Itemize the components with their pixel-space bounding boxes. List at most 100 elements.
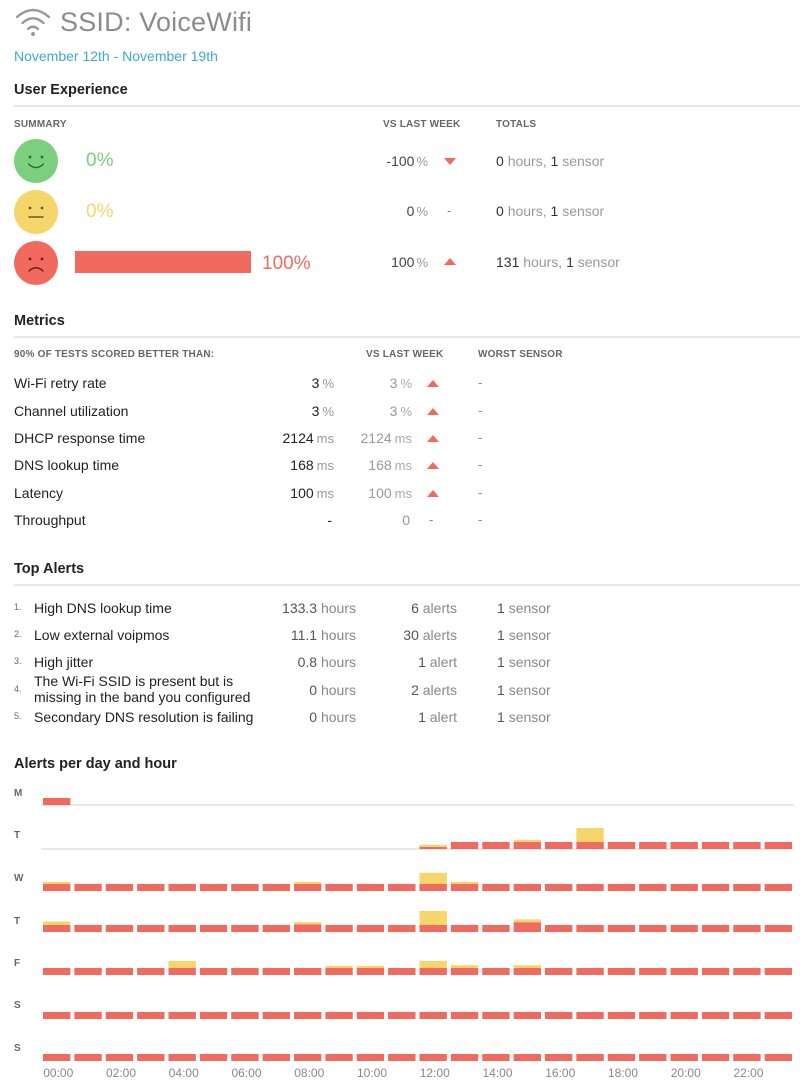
x-tick-label: 12:00 bbox=[420, 1066, 450, 1080]
bad-alert-bar bbox=[74, 925, 102, 932]
user-experience-title: User Experience bbox=[14, 82, 128, 98]
bad-alert-bar bbox=[231, 1012, 259, 1019]
x-tick-label: 16:00 bbox=[545, 1066, 575, 1080]
bad-alert-bar bbox=[545, 884, 573, 891]
neutral-face-icon bbox=[14, 190, 58, 234]
bad-alert-bar bbox=[764, 842, 792, 849]
bad-alert-bar bbox=[513, 842, 541, 849]
bad-alert-bar bbox=[262, 1054, 290, 1061]
bad-alert-bar bbox=[294, 968, 322, 975]
metric-value: 3% bbox=[311, 403, 334, 419]
bad-alert-bar bbox=[513, 1054, 541, 1061]
bad-alert-bar bbox=[325, 1054, 353, 1061]
alert-hours: 0.8 hours bbox=[297, 654, 356, 670]
bad-alert-bar bbox=[733, 968, 761, 975]
bad-alert-bar bbox=[450, 884, 479, 891]
alert-rank: 5. bbox=[14, 711, 22, 721]
alert-sensors: 1 sensor bbox=[497, 600, 551, 616]
alert-rank: 3. bbox=[14, 656, 22, 666]
bad-alert-bar bbox=[137, 925, 165, 932]
x-tick-label: 22:00 bbox=[733, 1066, 763, 1080]
sad-percent: 100% bbox=[262, 253, 311, 274]
bad-alert-bar bbox=[294, 884, 322, 891]
trend-up-icon bbox=[427, 490, 439, 497]
alerts-chart-title: Alerts per day and hour bbox=[14, 756, 177, 772]
bad-alert-bar bbox=[733, 884, 761, 891]
section-divider bbox=[14, 584, 800, 586]
bad-alert-bar bbox=[325, 884, 353, 891]
x-tick-label: 00:00 bbox=[43, 1066, 73, 1080]
bad-alert-bar bbox=[199, 1012, 228, 1019]
bad-alert-bar bbox=[105, 1012, 134, 1019]
day-label: S bbox=[14, 1043, 21, 1054]
vs-last-week-header: VS LAST WEEK bbox=[383, 119, 461, 130]
bad-alert-bar bbox=[576, 968, 604, 975]
bad-alert-bar bbox=[168, 1012, 196, 1019]
wifi-icon bbox=[15, 8, 51, 36]
neutral-alert-bar bbox=[43, 881, 71, 884]
x-tick-label: 02:00 bbox=[106, 1066, 136, 1080]
metrics-label-header: 90% OF TESTS SCORED BETTER THAN: bbox=[14, 349, 215, 360]
page-title: SSID: VoiceWifi bbox=[60, 6, 253, 37]
metric-value: 2124 ms bbox=[282, 430, 335, 446]
neutral-alert-bar bbox=[513, 919, 541, 923]
neutral-alert-bar bbox=[419, 872, 447, 884]
bad-alert-bar bbox=[639, 884, 667, 891]
bad-alert-bar bbox=[450, 925, 479, 932]
bad-alert-bar bbox=[482, 884, 510, 891]
happy-face-icon bbox=[14, 139, 58, 183]
metric-label: Latency bbox=[14, 485, 64, 501]
x-tick-label: 08:00 bbox=[294, 1066, 324, 1080]
neutral-alert-bar bbox=[450, 881, 479, 884]
bad-alert-bar bbox=[43, 968, 71, 975]
x-tick-label: 04:00 bbox=[169, 1066, 199, 1080]
neutral-alert-bar bbox=[43, 921, 71, 925]
bad-alert-bar bbox=[545, 842, 573, 849]
bad-alert-bar bbox=[168, 884, 196, 891]
neutral-alert-bar bbox=[294, 881, 322, 884]
day-label: M bbox=[14, 788, 22, 799]
bad-alert-bar bbox=[74, 1054, 102, 1061]
bad-alert-bar bbox=[607, 968, 636, 975]
bad-alert-bar bbox=[670, 925, 698, 932]
bad-alert-bar bbox=[764, 884, 792, 891]
section-divider bbox=[14, 336, 800, 338]
top-alerts-title: Top Alerts bbox=[14, 561, 85, 577]
x-tick-label: 14:00 bbox=[482, 1066, 512, 1080]
alert-sensors: 1 sensor bbox=[497, 627, 551, 643]
trend-up-icon bbox=[444, 258, 456, 265]
metric-value: 3% bbox=[311, 375, 334, 391]
neutral-alert-bar bbox=[325, 965, 353, 968]
bad-alert-bar bbox=[450, 1054, 479, 1061]
bad-alert-bar bbox=[639, 925, 667, 932]
alert-count: 30 alerts bbox=[403, 627, 457, 643]
neutral-alert-bar bbox=[450, 965, 479, 968]
worst-sensor: - bbox=[478, 403, 483, 418]
metric-label: Channel utilization bbox=[14, 403, 129, 419]
metric-prev-value: 3% bbox=[389, 403, 412, 419]
date-range: November 12th - November 19th bbox=[14, 48, 218, 64]
bad-alert-bar bbox=[576, 1012, 604, 1019]
bad-alert-bar bbox=[701, 968, 730, 975]
bad-alert-bar bbox=[513, 1012, 541, 1019]
bad-alert-bar bbox=[482, 925, 510, 932]
bad-alert-bar bbox=[607, 1054, 636, 1061]
trend-down-icon bbox=[444, 158, 456, 165]
happy-vs-value: -100% bbox=[386, 153, 428, 169]
alert-label: Secondary DNS resolution is failing bbox=[34, 709, 254, 725]
bad-alert-bar bbox=[607, 1012, 636, 1019]
neutral-alert-bar bbox=[513, 839, 541, 842]
metric-value: 168 ms bbox=[290, 457, 334, 473]
neutral-alert-bar bbox=[356, 965, 385, 968]
worst-sensor: - bbox=[478, 457, 483, 472]
bad-alert-bar bbox=[262, 925, 290, 932]
bad-alert-bar bbox=[670, 842, 698, 849]
x-tick-label: 18:00 bbox=[608, 1066, 638, 1080]
neutral-alert-bar bbox=[419, 911, 447, 925]
bad-alert-bar bbox=[607, 842, 636, 849]
bad-alert-bar bbox=[639, 968, 667, 975]
alert-label: High jitter bbox=[34, 654, 94, 670]
bad-alert-bar bbox=[482, 968, 510, 975]
bad-alert-bar bbox=[294, 1012, 322, 1019]
metric-label: Throughput bbox=[14, 512, 86, 528]
